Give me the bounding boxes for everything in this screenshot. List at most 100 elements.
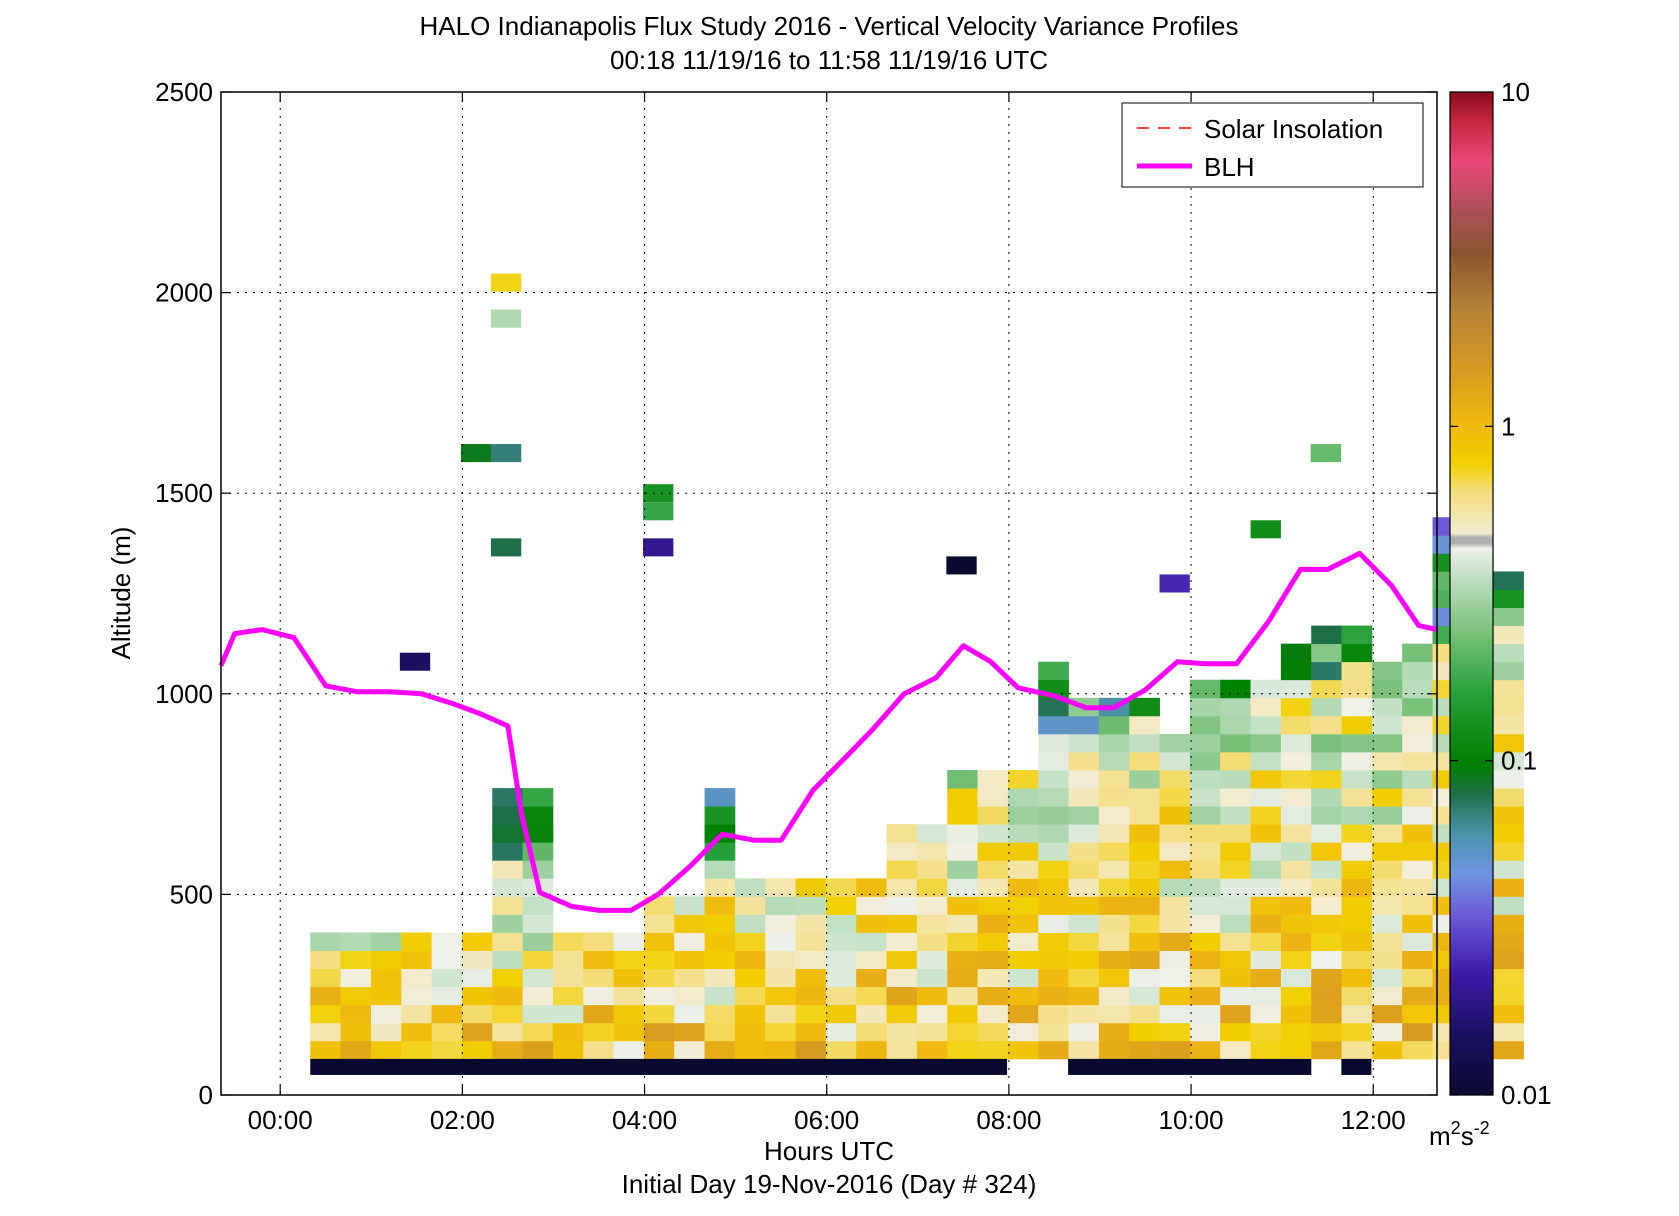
variance-cell	[1159, 1004, 1191, 1024]
variance-cell	[401, 968, 432, 988]
variance-cell	[460, 444, 492, 463]
variance-cell	[1493, 878, 1524, 897]
variance-cell	[947, 968, 978, 988]
variance-cell	[1098, 751, 1130, 771]
variance-cell	[1129, 824, 1160, 843]
variance-cell	[977, 860, 1009, 879]
y-tick-label: 1500	[155, 478, 213, 508]
variance-cell	[1311, 643, 1342, 663]
variance-cell	[916, 986, 948, 1006]
variance-cell	[916, 896, 948, 915]
variance-cell	[1038, 751, 1069, 771]
variance-cell	[1220, 770, 1251, 789]
variance-cell	[1341, 914, 1373, 933]
variance-cell	[1280, 842, 1312, 861]
variance-cell	[461, 986, 493, 1006]
variance-cell	[613, 932, 645, 951]
variance-cell	[1402, 1040, 1433, 1060]
variance-cell	[734, 896, 766, 915]
variance-cell	[1311, 932, 1342, 951]
variance-cell	[583, 1022, 614, 1042]
variance-cell	[492, 896, 523, 915]
variance-cell	[552, 950, 584, 970]
variance-cell	[1371, 661, 1403, 681]
variance-cell	[522, 806, 554, 825]
variance-cell	[886, 824, 918, 843]
variance-cell	[1007, 770, 1039, 789]
variance-cell	[1280, 806, 1312, 825]
variance-cell	[1402, 986, 1433, 1006]
variance-cell	[1098, 770, 1130, 789]
variance-cell	[1402, 679, 1433, 699]
variance-cell	[1189, 968, 1221, 988]
variance-cell	[522, 788, 554, 807]
variance-cell	[431, 1004, 463, 1024]
variance-cell	[1220, 932, 1251, 951]
variance-cell	[1038, 770, 1069, 789]
variance-cell	[643, 1004, 675, 1024]
variance-cell	[431, 932, 463, 951]
variance-cell	[825, 950, 857, 970]
variance-cell	[886, 878, 918, 897]
variance-cell	[1402, 715, 1433, 735]
variance-cell	[1068, 878, 1100, 897]
y-axis-ticks: 0 500 1000 1500 2000 2500	[155, 77, 1437, 1110]
variance-cell	[734, 1040, 766, 1060]
variance-cell	[916, 1004, 948, 1024]
variance-cell	[1159, 1022, 1191, 1042]
variance-cell	[340, 932, 372, 951]
variance-cell	[490, 444, 522, 463]
variance-cell	[1159, 932, 1191, 951]
variance-cell	[947, 878, 978, 897]
variance-cell	[1280, 1022, 1312, 1042]
variance-cell	[825, 914, 857, 933]
variance-cell	[825, 1022, 857, 1042]
variance-cell	[825, 1004, 857, 1024]
variance-cell	[1371, 715, 1403, 735]
variance-cell	[916, 824, 948, 843]
variance-cell	[795, 896, 827, 915]
variance-cell	[1220, 1004, 1251, 1024]
variance-cell	[340, 1022, 372, 1042]
variance-cell	[1007, 878, 1039, 897]
variance-cell	[1159, 806, 1191, 825]
variance-cell	[674, 914, 705, 933]
variance-cell	[490, 273, 522, 292]
variance-cell	[1371, 824, 1403, 843]
variance-cell	[947, 824, 978, 843]
variance-cell	[492, 1004, 523, 1024]
variance-cell	[795, 986, 827, 1006]
variance-cell	[1129, 751, 1160, 771]
variance-cell	[401, 932, 432, 951]
variance-cell	[1038, 896, 1069, 915]
variance-cell	[1159, 1040, 1191, 1060]
variance-cell	[674, 968, 705, 988]
variance-cell	[1280, 878, 1312, 897]
variance-cell	[492, 986, 523, 1006]
variance-cell	[1250, 788, 1282, 807]
variance-cell	[704, 986, 736, 1006]
variance-cell	[1038, 878, 1069, 897]
variance-cell	[1311, 914, 1342, 933]
variance-cell	[1280, 914, 1312, 933]
variance-cell	[1250, 896, 1282, 915]
variance-cell	[1250, 1022, 1282, 1042]
variance-cell	[1371, 1004, 1403, 1024]
variance-cell	[1159, 574, 1190, 593]
variance-cell	[1341, 878, 1373, 897]
x-axis-sublabel: Initial Day 19-Nov-2016 (Day # 324)	[622, 1169, 1037, 1199]
variance-cell	[492, 932, 523, 951]
variance-cell	[765, 878, 796, 897]
variance-cell	[1341, 824, 1373, 843]
variance-cell	[977, 824, 1009, 843]
chart-subtitle: 00:18 11/19/16 to 11:58 11/19/16 UTC	[610, 45, 1048, 75]
variance-cell	[1493, 896, 1524, 915]
variance-cell	[795, 914, 827, 933]
variance-cell	[613, 1022, 645, 1042]
variance-cell	[1220, 1040, 1251, 1060]
variance-cell	[1280, 770, 1312, 789]
x-tick-label: 08:00	[976, 1105, 1041, 1135]
variance-cell	[1220, 860, 1251, 879]
variance-cell	[1493, 715, 1524, 735]
variance-cell	[490, 538, 522, 557]
